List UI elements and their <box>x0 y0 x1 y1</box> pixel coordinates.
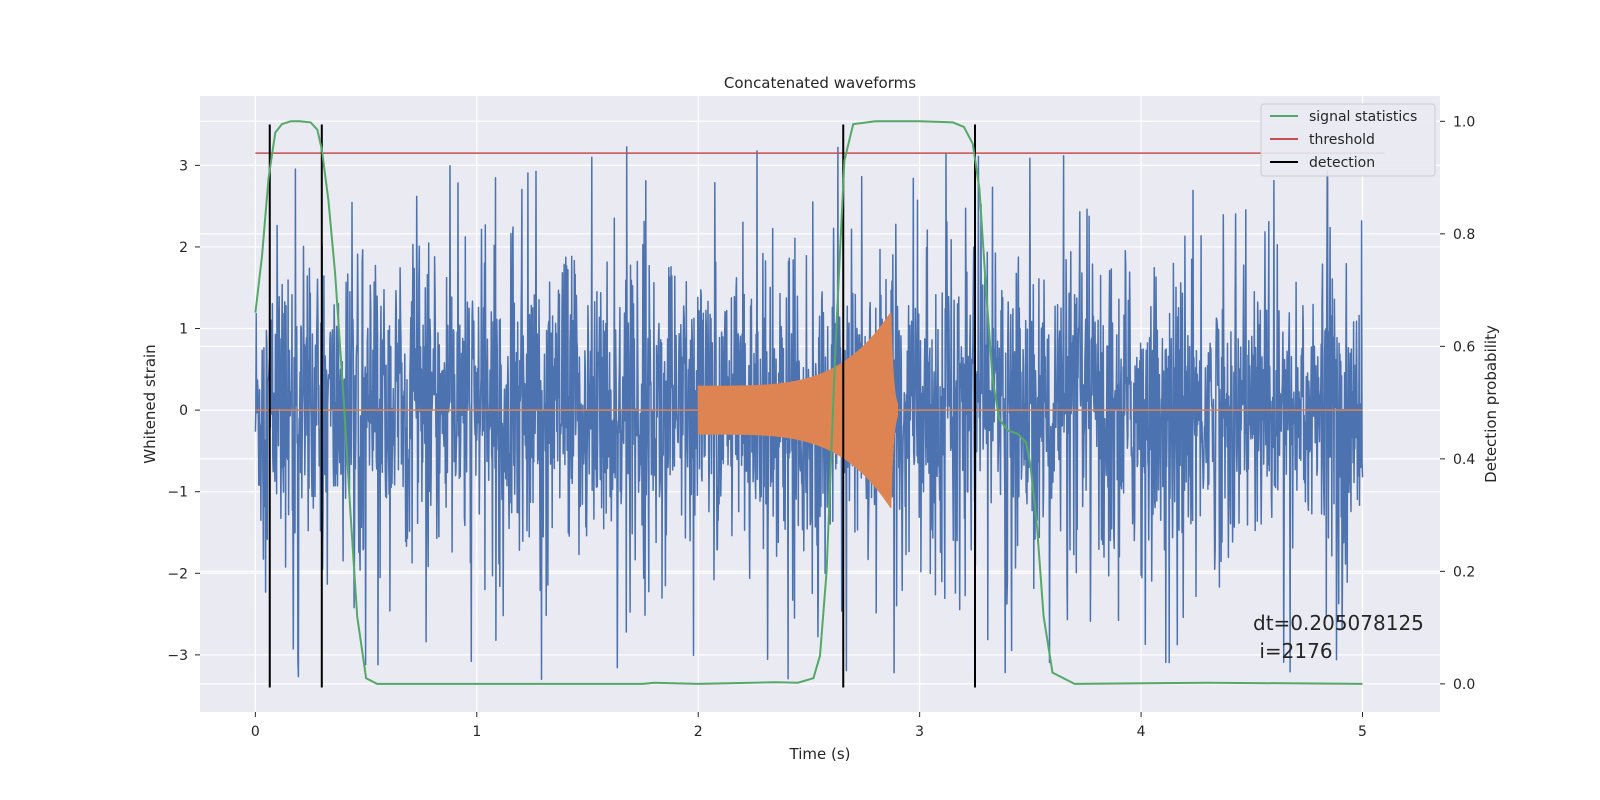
annotation: dt=0.205078125 i=2176 <box>1253 611 1424 663</box>
x-tick-label: 0 <box>251 724 260 740</box>
injected-signal-series <box>697 312 899 509</box>
x-tick-label: 2 <box>694 724 703 740</box>
y-tick-label: −2 <box>167 566 188 582</box>
y-axis-ticks: −3 −2 −1 0 1 2 3 <box>167 158 200 664</box>
x-axis-label: Time (s) <box>789 745 851 763</box>
y-tick-label: −3 <box>167 648 188 664</box>
x-tick-label: 4 <box>1137 724 1146 740</box>
y-right-tick-label: 0.0 <box>1453 677 1475 693</box>
signal-statistics-series <box>254 120 1363 685</box>
y-right-tick-label: 0.4 <box>1453 452 1475 468</box>
y-axis-label: Whitened strain <box>141 344 159 463</box>
legend-label-threshold: threshold <box>1309 132 1375 148</box>
y-right-tick-label: 0.8 <box>1453 227 1475 243</box>
x-axis-ticks: 0 1 2 3 4 5 <box>251 712 1367 740</box>
annotation-i: i=2176 <box>1253 639 1333 663</box>
legend-box <box>1260 103 1436 177</box>
y-right-tick-label: 0.2 <box>1453 564 1475 580</box>
legend: signal statistics threshold detection <box>1260 103 1436 177</box>
chart-title: Concatenated waveforms <box>724 74 916 92</box>
y-tick-label: 0 <box>179 403 188 419</box>
legend-label-signal-statistics: signal statistics <box>1309 109 1417 125</box>
y-right-axis-ticks: 0.0 0.2 0.4 0.6 0.8 1.0 <box>1440 114 1475 693</box>
annotation-dt: dt=0.205078125 <box>1253 611 1424 635</box>
y-tick-label: 2 <box>179 240 188 256</box>
y-tick-label: 1 <box>179 322 188 338</box>
y-right-axis-label: Detection probability <box>1482 325 1500 483</box>
detection-lines <box>268 124 976 688</box>
legend-label-detection: detection <box>1309 155 1375 171</box>
x-tick-label: 1 <box>472 724 481 740</box>
y-tick-label: 3 <box>179 158 188 174</box>
y-tick-label: −1 <box>167 485 188 501</box>
x-tick-label: 3 <box>915 724 924 740</box>
y-right-tick-label: 1.0 <box>1453 114 1475 130</box>
y-right-tick-label: 0.6 <box>1453 339 1475 355</box>
x-tick-label: 5 <box>1358 724 1367 740</box>
